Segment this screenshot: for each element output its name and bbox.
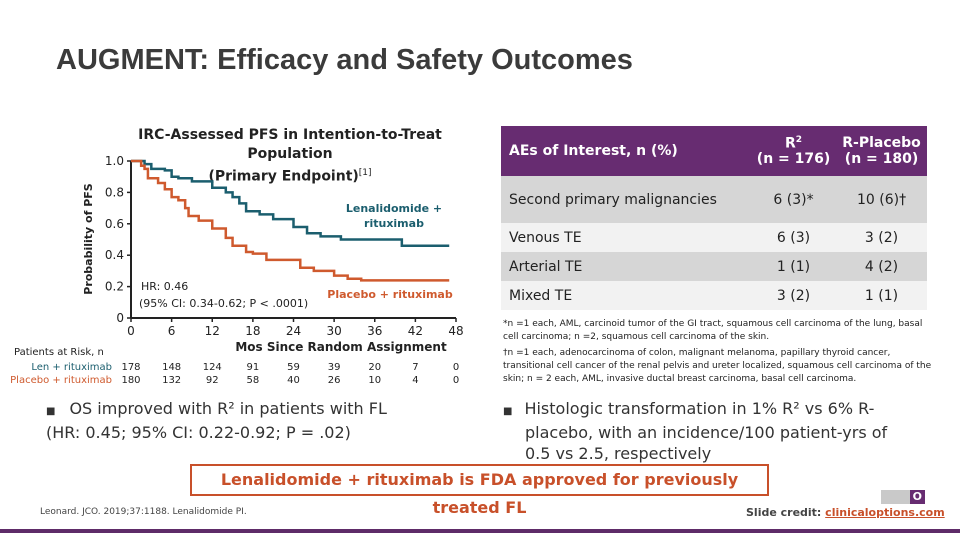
- bottom-bar: [0, 529, 960, 533]
- x-tick-label: 24: [286, 324, 301, 338]
- row-label: Second primary malignancies: [501, 176, 751, 223]
- header-r2-sup: 2: [795, 134, 803, 145]
- table-row: Mixed TE 3 (2) 1 (1): [501, 281, 927, 310]
- table-row: Venous TE 6 (3) 3 (2): [501, 223, 927, 252]
- row-r2: 6 (3): [751, 223, 837, 252]
- at-risk-value: 124: [202, 362, 222, 373]
- x-tick-label: 30: [326, 324, 341, 338]
- row-placebo: 1 (1): [836, 281, 927, 310]
- header-placebo-n: (n = 180): [844, 151, 919, 167]
- row-placebo: 3 (2): [836, 223, 927, 252]
- row-placebo: 4 (2): [836, 252, 927, 281]
- row-label: Mixed TE: [501, 281, 751, 310]
- len-curve: [131, 159, 450, 248]
- reference: Leonard. JCO. 2019;37:1188. Lenalidomide…: [40, 507, 247, 517]
- ci-annotation: (95% CI: 0.34-0.62; P < .0001): [139, 297, 308, 310]
- header-r2-text: R: [785, 135, 796, 152]
- chart-title-ref: [1]: [358, 168, 372, 178]
- row-label: Venous TE: [501, 223, 751, 252]
- y-tick-label: 0.2: [105, 280, 124, 294]
- x-axis-label: Mos Since Random Assignment: [235, 340, 447, 354]
- ae-header-r2: R2 (n = 176): [751, 126, 837, 176]
- bullet-icon: ■: [46, 406, 56, 417]
- ae-table: AEs of Interest, n (%) R2 (n = 176) R-Pla…: [501, 126, 927, 310]
- at-risk-value: 40: [287, 375, 300, 386]
- table-row: Second primary malignancies 6 (3)* 10 (6)†: [501, 176, 927, 223]
- x-tick-label: 42: [408, 324, 423, 338]
- at-risk-value: 132: [162, 375, 182, 386]
- at-risk-row-label: Len + rituximab: [31, 362, 112, 373]
- chart-title-line1: IRC-Assessed PFS in Intention-to-Treat P…: [138, 127, 442, 162]
- bullet-icon: ■: [503, 406, 513, 417]
- credit-label: Slide credit:: [746, 506, 826, 519]
- bullet-ht-text: Histologic transformation in 1% R² vs 6%…: [524, 399, 888, 463]
- bullet-os-text: OS improved with R² in patients with FL …: [46, 399, 387, 442]
- ae-header-placebo: R-Placebo (n = 180): [836, 126, 927, 176]
- chart-title: IRC-Assessed PFS in Intention-to-Treat P…: [100, 126, 480, 187]
- at-risk-value: 148: [162, 362, 182, 373]
- row-r2: 1 (1): [751, 252, 837, 281]
- at-risk-value: 92: [205, 375, 219, 386]
- at-risk-value: 0: [452, 375, 460, 386]
- placebo-curve: [131, 159, 450, 282]
- row-label: Arterial TE: [501, 252, 751, 281]
- at-risk-value: 26: [327, 375, 341, 386]
- x-tick-label: 48: [448, 324, 463, 338]
- at-risk-row-label: Placebo + rituximab: [10, 375, 112, 386]
- at-risk-value: 0: [452, 362, 460, 373]
- at-risk-value: 10: [368, 375, 382, 386]
- chart-title-line2: (Primary Endpoint): [208, 168, 359, 185]
- x-tick-label: 12: [205, 324, 220, 338]
- at-risk-value: 7: [412, 362, 419, 373]
- y-tick-label: 0.4: [105, 248, 124, 262]
- at-risk-label: Patients at Risk, n: [14, 347, 104, 358]
- footnote-r2: *n =1 each, AML, carcinoid tumor of the …: [503, 319, 923, 342]
- len-label-2: rituximab: [364, 217, 424, 230]
- fda-banner: Lenalidomide + rituximab is FDA approved…: [190, 464, 769, 517]
- bullet-ht: ■ Histologic transformation in 1% R² vs 6…: [503, 398, 913, 464]
- footnote-placebo: †n =1 each, adenocarcinoma of colon, mal…: [503, 348, 932, 384]
- at-risk-value: 20: [368, 362, 382, 373]
- table-row: Arterial TE 1 (1) 4 (2): [501, 252, 927, 281]
- at-risk-value: 58: [246, 375, 260, 386]
- at-risk-value: 59: [287, 362, 300, 373]
- len-label-1: Lenalidomide +: [346, 202, 442, 215]
- x-tick-label: 36: [367, 324, 382, 338]
- y-tick-label: 0: [116, 311, 124, 325]
- header-r2-n: (n = 176): [756, 151, 831, 168]
- at-risk-value: 4: [412, 375, 419, 386]
- slide-title: AUGMENT: Efficacy and Safety Outcomes: [56, 44, 633, 76]
- at-risk-value: 178: [121, 362, 141, 373]
- y-axis-label: Probability of PFS: [82, 183, 95, 295]
- x-tick-label: 0: [127, 324, 135, 338]
- placebo-label: Placebo + rituximab: [327, 288, 453, 301]
- y-tick-label: 1.0: [105, 154, 124, 168]
- row-placebo: 10 (6)†: [836, 176, 927, 223]
- x-tick-label: 18: [245, 324, 260, 338]
- row-r2: 6 (3)*: [751, 176, 837, 223]
- at-risk-value: 39: [327, 362, 341, 373]
- header-placebo-text: R-Placebo: [842, 135, 921, 151]
- credit-link[interactable]: clinicaloptions.com: [825, 506, 945, 519]
- row-r2: 3 (2): [751, 281, 837, 310]
- hr-annotation: HR: 0.46: [141, 280, 188, 293]
- cco-logo: O: [881, 490, 925, 504]
- at-risk-value: 91: [246, 362, 260, 373]
- at-risk-value: 180: [121, 375, 141, 386]
- bullet-os: ■ OS improved with R² in patients with FL…: [46, 398, 416, 443]
- ae-header-label: AEs of Interest, n (%): [501, 126, 751, 176]
- y-tick-label: 0.8: [105, 185, 124, 199]
- x-tick-label: 6: [168, 324, 176, 338]
- slide-credit: Slide credit: clinicaloptions.com: [746, 506, 945, 519]
- y-tick-label: 0.6: [105, 217, 124, 231]
